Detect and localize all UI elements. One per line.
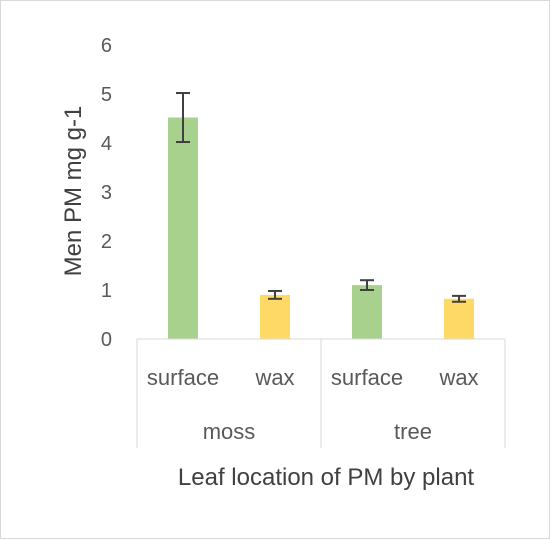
y-axis-ticks: 0 1 2 3 4 5 6: [101, 35, 112, 351]
y-tick-label: 2: [101, 231, 112, 253]
y-tick-label: 5: [101, 84, 112, 106]
x-group-label: moss: [203, 419, 256, 444]
x-axis-title: Leaf location of PM by plant: [178, 464, 475, 491]
x-category-label: surface: [331, 365, 403, 390]
x-category-label: wax: [438, 365, 478, 390]
bar-tree-surface: [352, 285, 382, 339]
y-axis-title: Men PM mg g-1: [60, 106, 87, 277]
x-group-label: tree: [394, 419, 432, 444]
bar-moss-wax: [260, 294, 290, 339]
error-bar-moss-surface: [176, 92, 190, 144]
error-bar-moss-wax: [268, 289, 282, 300]
bars: [168, 117, 474, 340]
y-tick-label: 1: [101, 280, 112, 302]
y-tick-label: 4: [101, 133, 112, 155]
x-category-label: surface: [147, 365, 219, 390]
y-tick-label: 6: [101, 35, 112, 57]
y-tick-label: 3: [101, 182, 112, 204]
x-category-label: wax: [254, 365, 294, 390]
error-bars: [176, 92, 466, 303]
error-bar-tree-wax: [452, 294, 466, 303]
bar-moss-surface: [168, 117, 198, 340]
bar-tree-wax: [444, 298, 474, 339]
error-bar-tree-surface: [360, 279, 374, 291]
x-axis: [136, 338, 506, 448]
y-tick-label: 0: [101, 329, 112, 351]
x-axis-labels: surface wax moss surface wax tree: [147, 365, 479, 444]
